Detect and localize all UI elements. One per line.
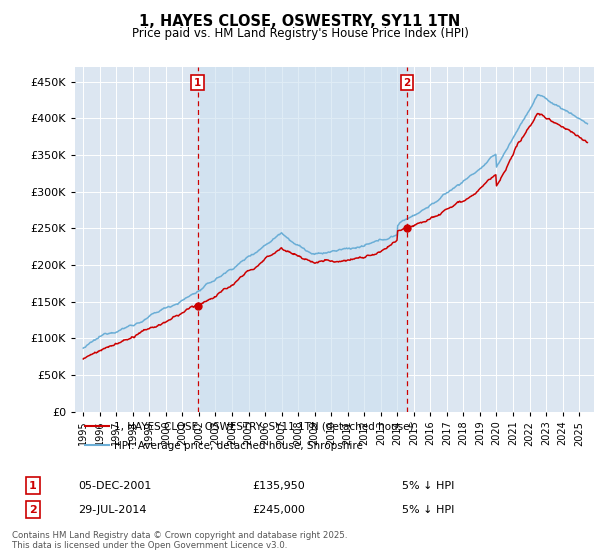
Text: 1, HAYES CLOSE, OSWESTRY, SY11 1TN (detached house): 1, HAYES CLOSE, OSWESTRY, SY11 1TN (deta… xyxy=(114,422,413,432)
Text: HPI: Average price, detached house, Shropshire: HPI: Average price, detached house, Shro… xyxy=(114,441,363,451)
Text: 1: 1 xyxy=(194,78,201,88)
Text: 29-JUL-2014: 29-JUL-2014 xyxy=(78,505,146,515)
Text: 2: 2 xyxy=(403,78,410,88)
Text: 1, HAYES CLOSE, OSWESTRY, SY11 1TN: 1, HAYES CLOSE, OSWESTRY, SY11 1TN xyxy=(139,14,461,29)
Text: 2: 2 xyxy=(29,505,37,515)
Text: 5% ↓ HPI: 5% ↓ HPI xyxy=(402,480,454,491)
Text: £135,950: £135,950 xyxy=(252,480,305,491)
Text: £245,000: £245,000 xyxy=(252,505,305,515)
Text: Contains HM Land Registry data © Crown copyright and database right 2025.
This d: Contains HM Land Registry data © Crown c… xyxy=(12,530,347,550)
Text: 1: 1 xyxy=(29,480,37,491)
Text: 05-DEC-2001: 05-DEC-2001 xyxy=(78,480,151,491)
Text: Price paid vs. HM Land Registry's House Price Index (HPI): Price paid vs. HM Land Registry's House … xyxy=(131,27,469,40)
Text: 5% ↓ HPI: 5% ↓ HPI xyxy=(402,505,454,515)
Bar xyxy=(197,67,407,412)
